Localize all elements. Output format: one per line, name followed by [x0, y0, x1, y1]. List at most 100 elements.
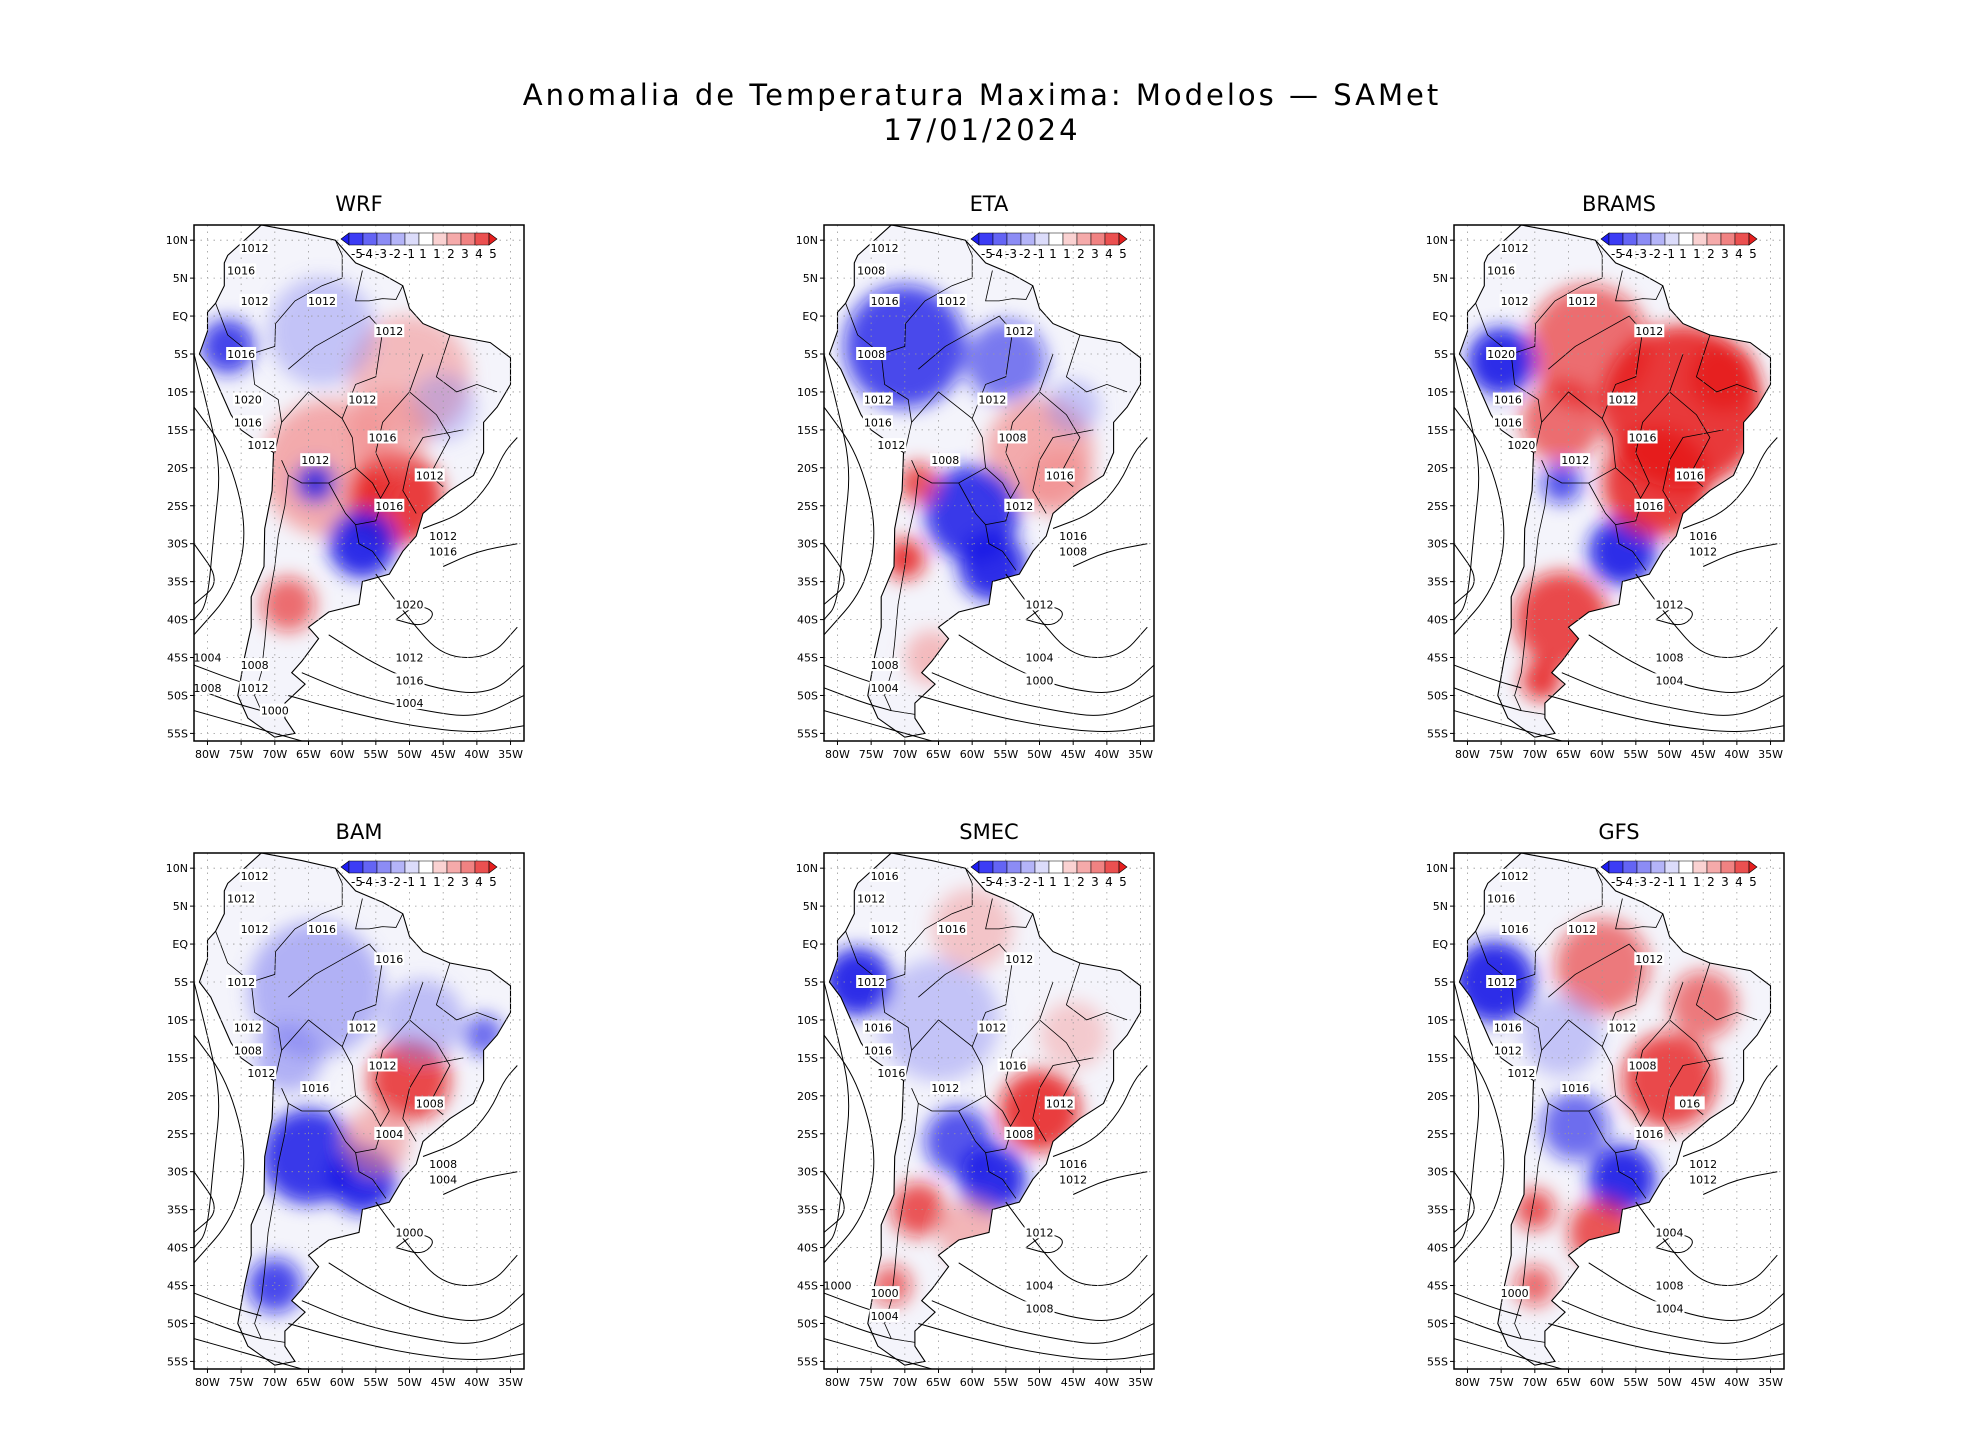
colorbar-label: 3 [1721, 247, 1729, 261]
svg-text:1016: 1016 [877, 1067, 905, 1080]
svg-text:1012: 1012 [978, 394, 1006, 407]
isobar-label: 1016 [306, 921, 337, 936]
lat-tick-label: EQ [802, 310, 818, 323]
svg-text:1012: 1012 [1689, 1158, 1717, 1171]
lat-tick-label: 50S [1427, 689, 1448, 702]
svg-text:1016: 1016 [1046, 469, 1074, 482]
isobar-label: 1016 [869, 293, 900, 308]
lon-tick-label: 35W [1758, 748, 1783, 761]
lat-tick-label: EQ [802, 938, 818, 951]
isobar-label: 1020 [394, 597, 425, 611]
isobar-label: 1008 [869, 658, 900, 672]
svg-text:1012: 1012 [348, 394, 376, 407]
lon-tick-label: 40W [1724, 1376, 1749, 1389]
lon-tick-label: 60W [330, 748, 355, 761]
lon-tick-label: 75W [1489, 748, 1514, 761]
colorbar-label: 4 [1105, 875, 1113, 889]
svg-text:1012: 1012 [247, 1067, 275, 1080]
isobar-label: 1008 [428, 1157, 459, 1171]
isobar-contours [1454, 981, 1784, 1369]
isobar-label: 1012 [856, 891, 887, 906]
isobar-label: 1012 [930, 1081, 961, 1095]
lon-tick-label: 75W [229, 748, 254, 761]
colorbar-label: 1 [419, 875, 427, 889]
colorbar-label: 5 [1119, 247, 1127, 261]
lat-tick-label: 5S [804, 976, 818, 989]
isobar-label: 1016 [936, 921, 967, 936]
isobar-label: 1004 [1654, 673, 1685, 687]
isobar-label: 1020 [1506, 438, 1537, 452]
lat-tick-label: 35S [797, 1204, 818, 1217]
lat-tick-label: 40S [1427, 1242, 1448, 1255]
lat-tick-label: 45S [167, 652, 188, 665]
svg-text:1004: 1004 [1656, 674, 1684, 687]
anomaly-region [931, 887, 1013, 970]
anomaly-map: 1012 1008 1016 1012 1012 1008 1012 1016 1012 1008… [796, 224, 1155, 761]
isobar-label: 1000 [869, 1286, 900, 1300]
lat-tick-label: 30S [167, 1166, 188, 1179]
lat-tick-label: 5S [1434, 976, 1448, 989]
isobar-label: 1016 [226, 347, 257, 361]
isobar-label: 1016 [869, 868, 900, 883]
svg-text:1012: 1012 [1568, 923, 1596, 936]
svg-text:1012: 1012 [864, 394, 892, 407]
lat-tick-label: 30S [797, 1166, 818, 1179]
svg-text:1012: 1012 [247, 439, 275, 452]
isobar-label: 1016 [862, 1043, 893, 1057]
colorbar-label: 3 [1721, 875, 1729, 889]
colorbar-label: -3 [1005, 875, 1017, 889]
svg-text:1000: 1000 [823, 1280, 851, 1293]
colorbar-label: 2 [447, 875, 455, 889]
isobar-label: 1016 [1044, 468, 1075, 482]
lon-tick-label: 55W [993, 748, 1018, 761]
anomaly-region [1555, 919, 1650, 1015]
lon-tick-label: 50W [1027, 1376, 1052, 1389]
svg-text:1016: 1016 [938, 923, 966, 936]
lat-lon-grid [824, 853, 1154, 1369]
svg-text:1020: 1020 [396, 598, 424, 611]
svg-text:1004: 1004 [396, 697, 424, 710]
svg-text:1004: 1004 [193, 652, 221, 665]
isobar-label: 1004 [869, 1308, 900, 1323]
svg-text:1012: 1012 [308, 295, 336, 308]
lat-lon-grid [194, 853, 524, 1369]
lat-tick-label: EQ [172, 938, 188, 951]
isobar-label: 1016 [1560, 1081, 1591, 1095]
lat-tick-label: 5N [1433, 900, 1448, 913]
svg-text:1000: 1000 [1026, 674, 1054, 687]
svg-text:1008: 1008 [234, 1044, 262, 1057]
lon-tick-label: 75W [229, 1376, 254, 1389]
lon-tick-label: 65W [926, 748, 951, 761]
anomaly-map: 1012 1012 1012 1016 1016 1012 1012 1008 1012 1016… [166, 852, 525, 1389]
colorbar-label: 3 [461, 247, 469, 261]
lat-tick-label: 20S [167, 1090, 188, 1103]
lon-tick-label: 80W [1455, 748, 1480, 761]
isobar-label: 1012 [226, 891, 257, 906]
anomaly-region [200, 319, 255, 374]
lon-tick-label: 40W [1094, 1376, 1119, 1389]
svg-text:1008: 1008 [931, 454, 959, 467]
isobar-label: 1008 [930, 453, 961, 467]
lat-tick-label: 45S [797, 652, 818, 665]
svg-text:1016: 1016 [1487, 893, 1515, 906]
svg-text:1016: 1016 [369, 431, 397, 444]
svg-text:1012: 1012 [234, 1022, 262, 1035]
lon-tick-label: 70W [262, 748, 287, 761]
svg-text:1012: 1012 [1487, 976, 1515, 989]
lon-tick-label: 45W [1691, 748, 1716, 761]
lon-tick-label: 40W [1724, 748, 1749, 761]
svg-text:1008: 1008 [241, 659, 269, 672]
svg-text:1012: 1012 [1005, 500, 1033, 513]
lon-tick-label: 80W [825, 748, 850, 761]
lat-tick-label: 55S [167, 1355, 188, 1368]
colorbar: -5-4 -3 -2 -1 1 1 2 3 4 5 [340, 232, 498, 261]
isobar-contours [194, 353, 524, 741]
svg-text:1020: 1020 [1507, 439, 1535, 452]
lat-tick-label: 5S [174, 976, 188, 989]
svg-text:1012: 1012 [1059, 1173, 1087, 1186]
svg-text:1012: 1012 [416, 469, 444, 482]
anomaly-region [1521, 381, 1603, 464]
svg-text:1012: 1012 [429, 530, 457, 543]
isobar-label: 1008 [232, 1043, 263, 1057]
svg-text:1004: 1004 [1656, 1302, 1684, 1315]
